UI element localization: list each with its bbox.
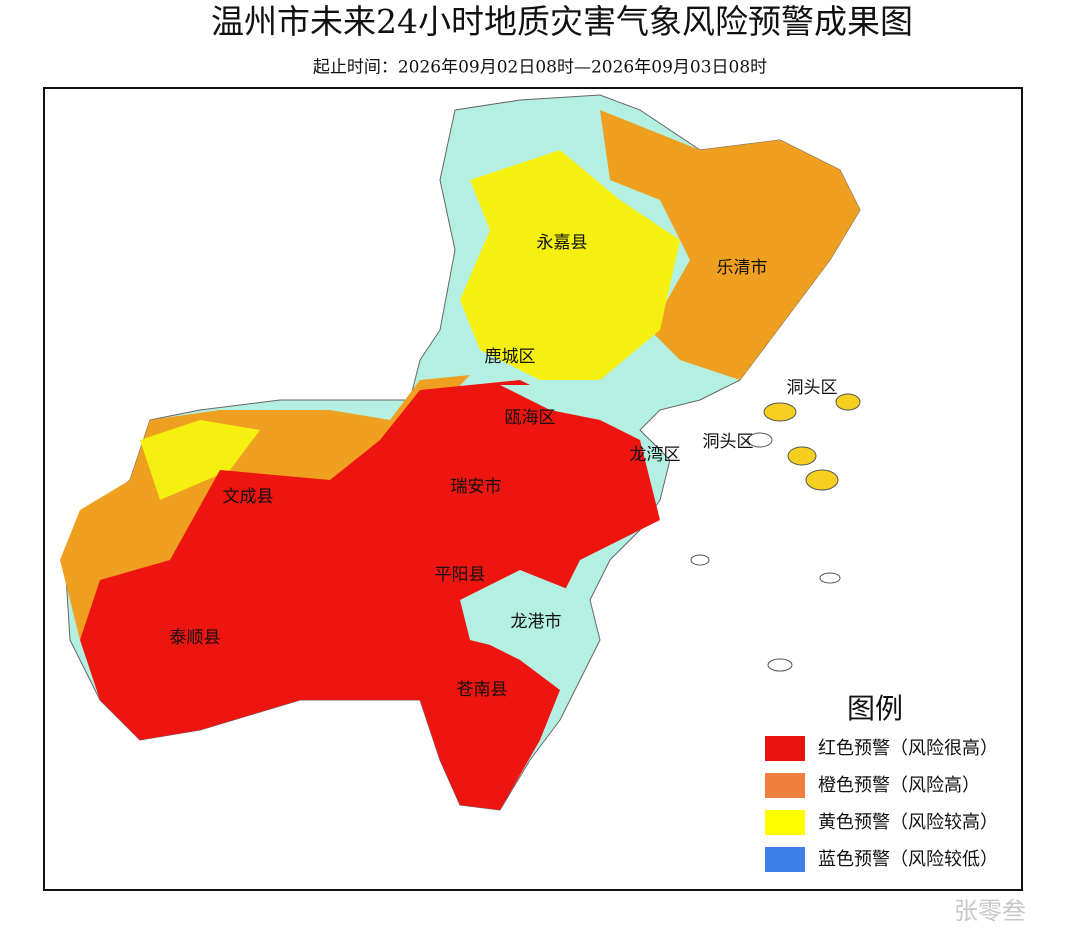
legend-swatch — [765, 736, 805, 761]
map-area — [60, 94, 861, 811]
district-label: 永嘉县 — [537, 233, 588, 253]
legend-swatch — [765, 847, 805, 872]
district-label: 龙湾区 — [630, 445, 681, 465]
district-label: 苍南县 — [457, 680, 508, 700]
district-label: 瓯海区 — [505, 408, 556, 428]
island — [747, 432, 773, 448]
region-cyan — [500, 385, 640, 420]
legend-title: 图例 — [847, 692, 903, 725]
legend-label: 黄色预警（风险较高） — [818, 812, 998, 833]
district-label: 龙港市 — [511, 612, 562, 632]
district-label: 泰顺县 — [170, 628, 221, 648]
legend-label: 蓝色预警（风险较低） — [818, 849, 998, 870]
region-red — [80, 380, 660, 810]
legend-swatch — [765, 773, 805, 798]
island — [805, 469, 839, 491]
island — [819, 572, 841, 584]
subtitle: 起止时间：2026年09月02日08时—2026年09月03日08时 — [313, 58, 767, 78]
island — [787, 446, 817, 466]
legend: 图例 红色预警（风险很高） 橙色预警（风险高） 黄色预警（风险较高） 蓝色预警（风险较… — [765, 692, 998, 872]
island — [763, 402, 797, 422]
district-label: 洞头区 — [703, 432, 754, 452]
region-yellow — [460, 150, 680, 380]
district-label: 乐清市 — [717, 258, 768, 278]
title: 温州市未来24小时地质灾害气象风险预警成果图 — [211, 2, 913, 41]
district-label: 文成县 — [223, 487, 274, 507]
district-label: 鹿城区 — [485, 347, 536, 367]
region-orange — [600, 110, 860, 380]
island — [835, 393, 861, 411]
legend-swatch — [765, 810, 805, 835]
district-label: 瑞安市 — [451, 477, 502, 497]
region-yellow — [140, 420, 260, 500]
island — [767, 658, 793, 672]
district-label: 平阳县 — [435, 565, 486, 585]
region-cyan — [460, 570, 590, 660]
legend-label: 橙色预警（风险高） — [818, 775, 980, 796]
watermark: 张零叁 — [954, 897, 1026, 925]
district-label: 洞头区 — [787, 378, 838, 398]
island — [690, 554, 710, 566]
legend-label: 红色预警（风险很高） — [818, 738, 998, 759]
